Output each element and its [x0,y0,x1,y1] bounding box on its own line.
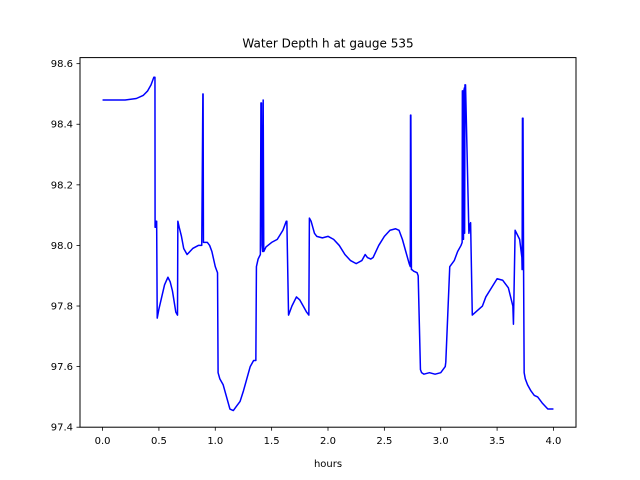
x-tick-label: 3.5 [489,436,505,447]
y-tick-label: 98.6 [51,59,73,70]
y-axis: 97.4 97.6 97.8 98.0 98.2 98.4 98.6 [51,59,80,434]
y-tick-label: 97.8 [51,302,73,313]
x-tick-label: 2.0 [320,436,336,447]
y-tick-label: 98.4 [51,120,73,131]
x-tick-label: 4.0 [546,436,562,447]
x-tick-label: 0.0 [95,436,111,447]
x-tick-label: 1.5 [264,436,280,447]
series-line-0 [102,76,554,412]
plot-area [80,57,576,428]
x-axis: 0.0 0.5 1.0 1.5 2.0 2.5 3.0 3.5 4.0 [95,427,562,447]
y-tick-label: 97.4 [51,423,73,434]
y-tick-label: 98.0 [51,241,73,252]
series-layer [102,76,554,412]
x-tick-label: 0.5 [151,436,167,447]
y-tick-label: 97.6 [51,362,73,373]
x-tick-label: 1.0 [207,436,223,447]
x-tick-label: 3.0 [433,436,449,447]
x-tick-label: 2.5 [376,436,392,447]
chart-title: Water Depth h at gauge 535 [242,37,413,51]
y-tick-label: 98.2 [51,180,73,191]
x-axis-label: hours [314,459,342,470]
